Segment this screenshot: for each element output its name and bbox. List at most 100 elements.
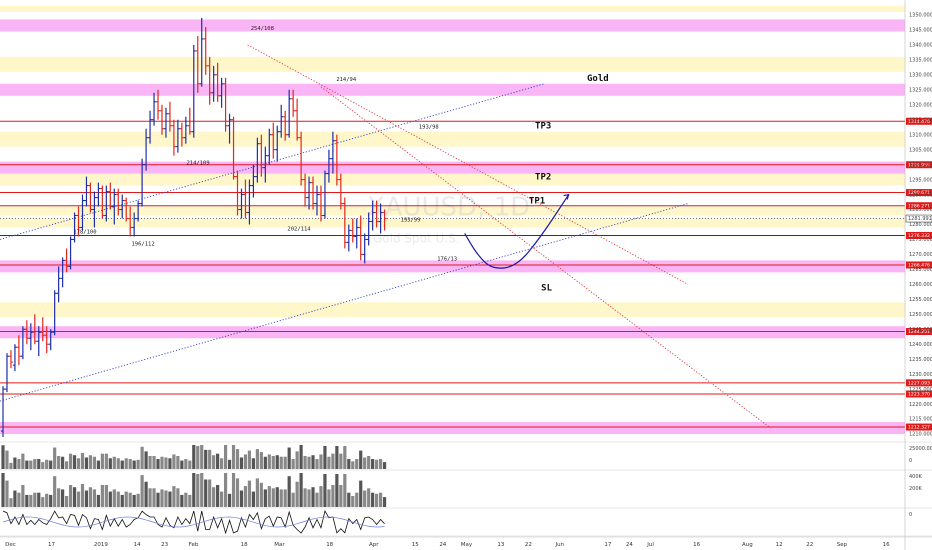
level-tag-label-3: 1286.271	[908, 203, 930, 209]
volume-bar-1-50	[196, 474, 200, 507]
volume-bar-1-44	[172, 486, 176, 507]
level-tag-label-1: 1299.959	[908, 162, 930, 168]
date-tick-18: Jul	[646, 542, 654, 548]
date-tick-2: 2019	[94, 542, 108, 548]
volume-bar-1-48	[188, 494, 192, 507]
volume-bar-1-8	[29, 494, 33, 507]
volume-bar-1-54	[212, 487, 216, 507]
volume-bar-1-37	[144, 481, 148, 507]
volume-bar-0-48	[188, 460, 192, 469]
volume-bar-0-14	[53, 447, 57, 469]
level-tag-7	[906, 379, 932, 387]
volume-bar-0-36	[140, 446, 144, 469]
volume-bar-1-63	[247, 480, 252, 507]
volume-bar-0-81	[319, 454, 323, 469]
volume-bar-0-76	[299, 445, 303, 469]
panel-1-tick-1: 200K	[909, 486, 923, 492]
date-tick-5: Feb	[189, 542, 199, 548]
level-tag-4	[906, 231, 932, 239]
projection-layer	[464, 193, 570, 269]
volume-bar-0-18	[68, 453, 73, 469]
volume-bar-1-12	[45, 493, 49, 507]
volume-bar-0-92	[363, 457, 367, 469]
magenta-zone-3	[0, 260, 905, 273]
volume-bar-0-80	[315, 459, 319, 469]
current-price-tag	[905, 214, 932, 223]
volume-bar-1-74	[291, 492, 295, 507]
volume-bar-1-47	[184, 492, 188, 507]
price-tick-28: 1350.000	[909, 13, 932, 19]
volume-bar-1-10	[37, 492, 41, 507]
volume-bar-0-2	[5, 450, 9, 469]
oscillator-signal-line	[2, 516, 385, 528]
level-tag-label-6: 1244.251	[908, 329, 930, 335]
volume-bar-1-59	[231, 473, 236, 507]
volume-bar-1-75	[295, 481, 299, 507]
volume-bar-1-81	[319, 486, 323, 507]
volume-bar-1-39	[152, 488, 156, 507]
volume-bar-1-69	[271, 488, 275, 507]
date-tick-12: May	[461, 542, 473, 548]
volume-bar-0-51	[200, 445, 204, 469]
date-tick-1: 17	[48, 542, 55, 548]
time-axis[interactable]: Dec 17 2019 14 23 Feb 18 Mar 18 Apr 15 24 May 13 22 Jun…	[0, 536, 932, 548]
volume-bar-0-42	[164, 457, 168, 469]
volume-bar-0-34	[132, 460, 136, 469]
volume-bar-0-78	[307, 456, 311, 469]
volume-bar-1-20	[76, 491, 81, 507]
volume-bar-1-94	[371, 492, 375, 507]
volume-bar-0-13	[49, 460, 53, 469]
trend-line-0	[0, 203, 689, 402]
price-tick-13: 1275.000	[909, 237, 932, 243]
symbol-watermark: XAUUSD, 1D Gold Spot U.S.	[367, 193, 530, 246]
volume-bar-0-41	[160, 456, 164, 469]
volume-bar-1-2	[5, 480, 9, 507]
trend-line-2	[247, 44, 689, 285]
volume-bar-1-84	[331, 485, 335, 507]
price-tick-16: 1290.000	[909, 192, 932, 198]
volume-bar-1-57	[223, 473, 228, 507]
volume-bar-0-29	[112, 456, 116, 469]
price-tick-5: 1235.000	[909, 357, 932, 363]
volume-bar-0-77	[303, 455, 307, 469]
volume-bar-1-53	[208, 479, 212, 507]
price-tick-19: 1305.000	[909, 147, 932, 153]
volume-bar-0-1	[1, 445, 5, 469]
swing-label-8: 176/13	[437, 256, 457, 262]
volume-bar-0-64	[251, 458, 256, 469]
date-tick-13: 13	[497, 542, 504, 548]
volume-bar-1-6	[21, 485, 25, 507]
volume-bar-1-79	[311, 487, 315, 507]
volume-bar-0-16	[61, 456, 65, 469]
level-tag-5	[906, 261, 932, 269]
volume-bar-0-71	[279, 456, 283, 469]
volume-bar-1-97	[382, 497, 387, 507]
level-tag-9	[906, 423, 932, 431]
volume-bar-1-80	[315, 492, 319, 507]
volume-bar-1-23	[88, 487, 93, 507]
volume-bar-1-85	[335, 474, 339, 507]
volume-bar-0-7	[25, 460, 29, 469]
volume-bar-1-3	[9, 498, 13, 507]
swing-label-7: 178/100	[73, 229, 96, 235]
volume-bar-0-20	[76, 458, 81, 469]
volume-bar-1-92	[363, 490, 367, 507]
volume-bar-1-73	[287, 476, 291, 507]
volume-bar-1-51	[200, 473, 204, 507]
price-axis[interactable]: 1314.476 1299.959 1290.671 1286.271 1276.332…	[904, 0, 932, 550]
projection-arrowhead	[563, 193, 570, 200]
date-tick-20: Aug	[742, 542, 753, 548]
volume-bar-0-33	[128, 459, 132, 469]
volume-bar-1-76	[299, 473, 303, 507]
volume-bar-1-4	[13, 490, 17, 507]
volume-bar-1-7	[25, 494, 29, 507]
level-tag-2	[906, 189, 932, 197]
volume-bar-0-68	[267, 454, 271, 469]
volume-bar-1-13	[49, 494, 53, 507]
level-tag-label-9: 1212.327	[908, 425, 930, 431]
volume-bar-0-27	[104, 453, 108, 469]
magenta-zone-5	[0, 422, 905, 435]
volume-bar-0-90	[355, 459, 359, 469]
oscillator-line	[2, 509, 385, 535]
yellow-zone-4	[0, 206, 905, 216]
